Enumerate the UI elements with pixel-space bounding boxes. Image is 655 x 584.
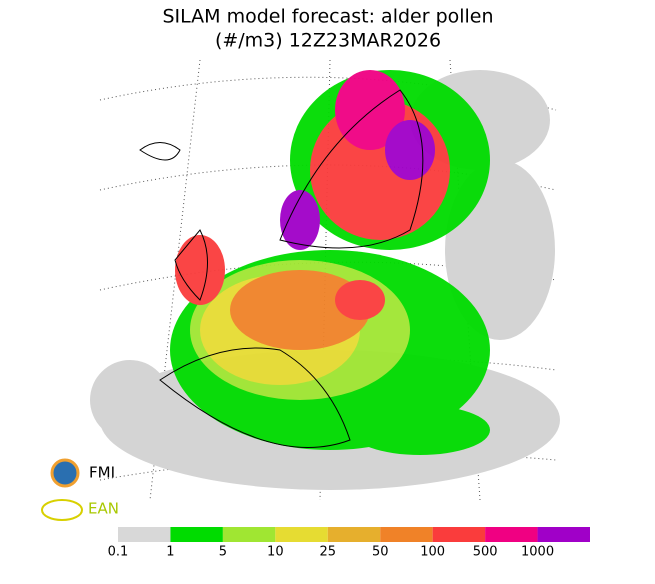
scale-label: 0.1 xyxy=(108,545,129,560)
scale-label: 1 xyxy=(166,545,174,560)
scale-swatch xyxy=(170,527,223,542)
scale-swatch xyxy=(327,527,381,542)
title-line: (#/m3) 12Z23MAR2026 xyxy=(215,30,441,52)
fmi-logo: FMI xyxy=(50,458,115,488)
scale-label: 10 xyxy=(267,545,284,560)
scale-swatch xyxy=(432,527,486,542)
logo-text: EAN xyxy=(88,500,119,518)
scale-swatch xyxy=(380,527,433,542)
scale-swatch xyxy=(537,527,590,542)
scale-label: 1000 xyxy=(521,545,554,560)
scale-swatch xyxy=(118,527,171,542)
map xyxy=(90,59,560,501)
color-scale: 0.1 1 5 10 25 50 100 500 1000 xyxy=(108,527,590,560)
title-line: SILAM model forecast: alder pollen xyxy=(162,6,493,28)
scale-label: 500 xyxy=(473,545,498,560)
scale-label: 50 xyxy=(372,545,389,560)
scale-swatch xyxy=(275,527,328,542)
scale-swatch xyxy=(222,527,276,542)
logo-text: FMI xyxy=(89,464,115,482)
scale-label: 25 xyxy=(320,545,337,560)
scale-label: 100 xyxy=(420,545,445,560)
ean-logo: EAN xyxy=(41,499,119,521)
scale-label: 5 xyxy=(219,545,227,560)
scale-swatch xyxy=(485,527,538,542)
